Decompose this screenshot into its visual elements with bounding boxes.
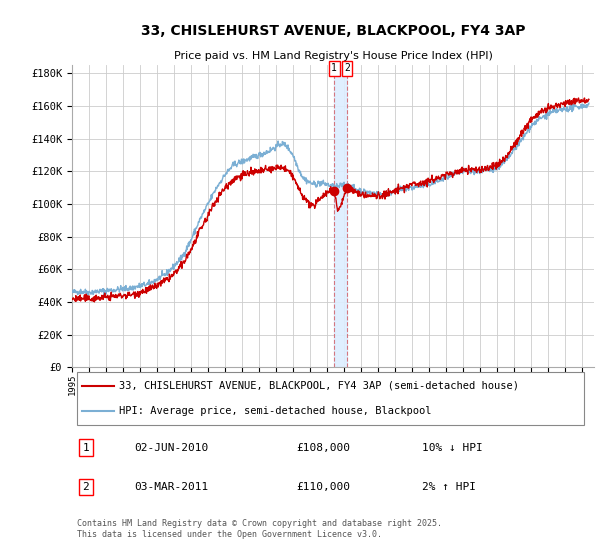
- Text: £108,000: £108,000: [296, 442, 350, 452]
- Text: HPI: Average price, semi-detached house, Blackpool: HPI: Average price, semi-detached house,…: [119, 406, 431, 416]
- Text: 2: 2: [82, 482, 89, 492]
- Text: 02-JUN-2010: 02-JUN-2010: [134, 442, 209, 452]
- FancyBboxPatch shape: [77, 372, 584, 425]
- Text: 03-MAR-2011: 03-MAR-2011: [134, 482, 209, 492]
- Text: 10% ↓ HPI: 10% ↓ HPI: [422, 442, 482, 452]
- Text: 2: 2: [344, 63, 350, 73]
- Text: Price paid vs. HM Land Registry's House Price Index (HPI): Price paid vs. HM Land Registry's House …: [173, 50, 493, 60]
- Bar: [334, 65, 347, 367]
- Text: 2% ↑ HPI: 2% ↑ HPI: [422, 482, 476, 492]
- Text: Contains HM Land Registry data © Crown copyright and database right 2025.
This d: Contains HM Land Registry data © Crown c…: [77, 519, 442, 539]
- Text: 33, CHISLEHURST AVENUE, BLACKPOOL, FY4 3AP (semi-detached house): 33, CHISLEHURST AVENUE, BLACKPOOL, FY4 3…: [119, 381, 519, 390]
- Text: 1: 1: [82, 442, 89, 452]
- Text: 1: 1: [331, 63, 337, 73]
- Text: 33, CHISLEHURST AVENUE, BLACKPOOL, FY4 3AP: 33, CHISLEHURST AVENUE, BLACKPOOL, FY4 3…: [141, 24, 525, 38]
- Text: £110,000: £110,000: [296, 482, 350, 492]
